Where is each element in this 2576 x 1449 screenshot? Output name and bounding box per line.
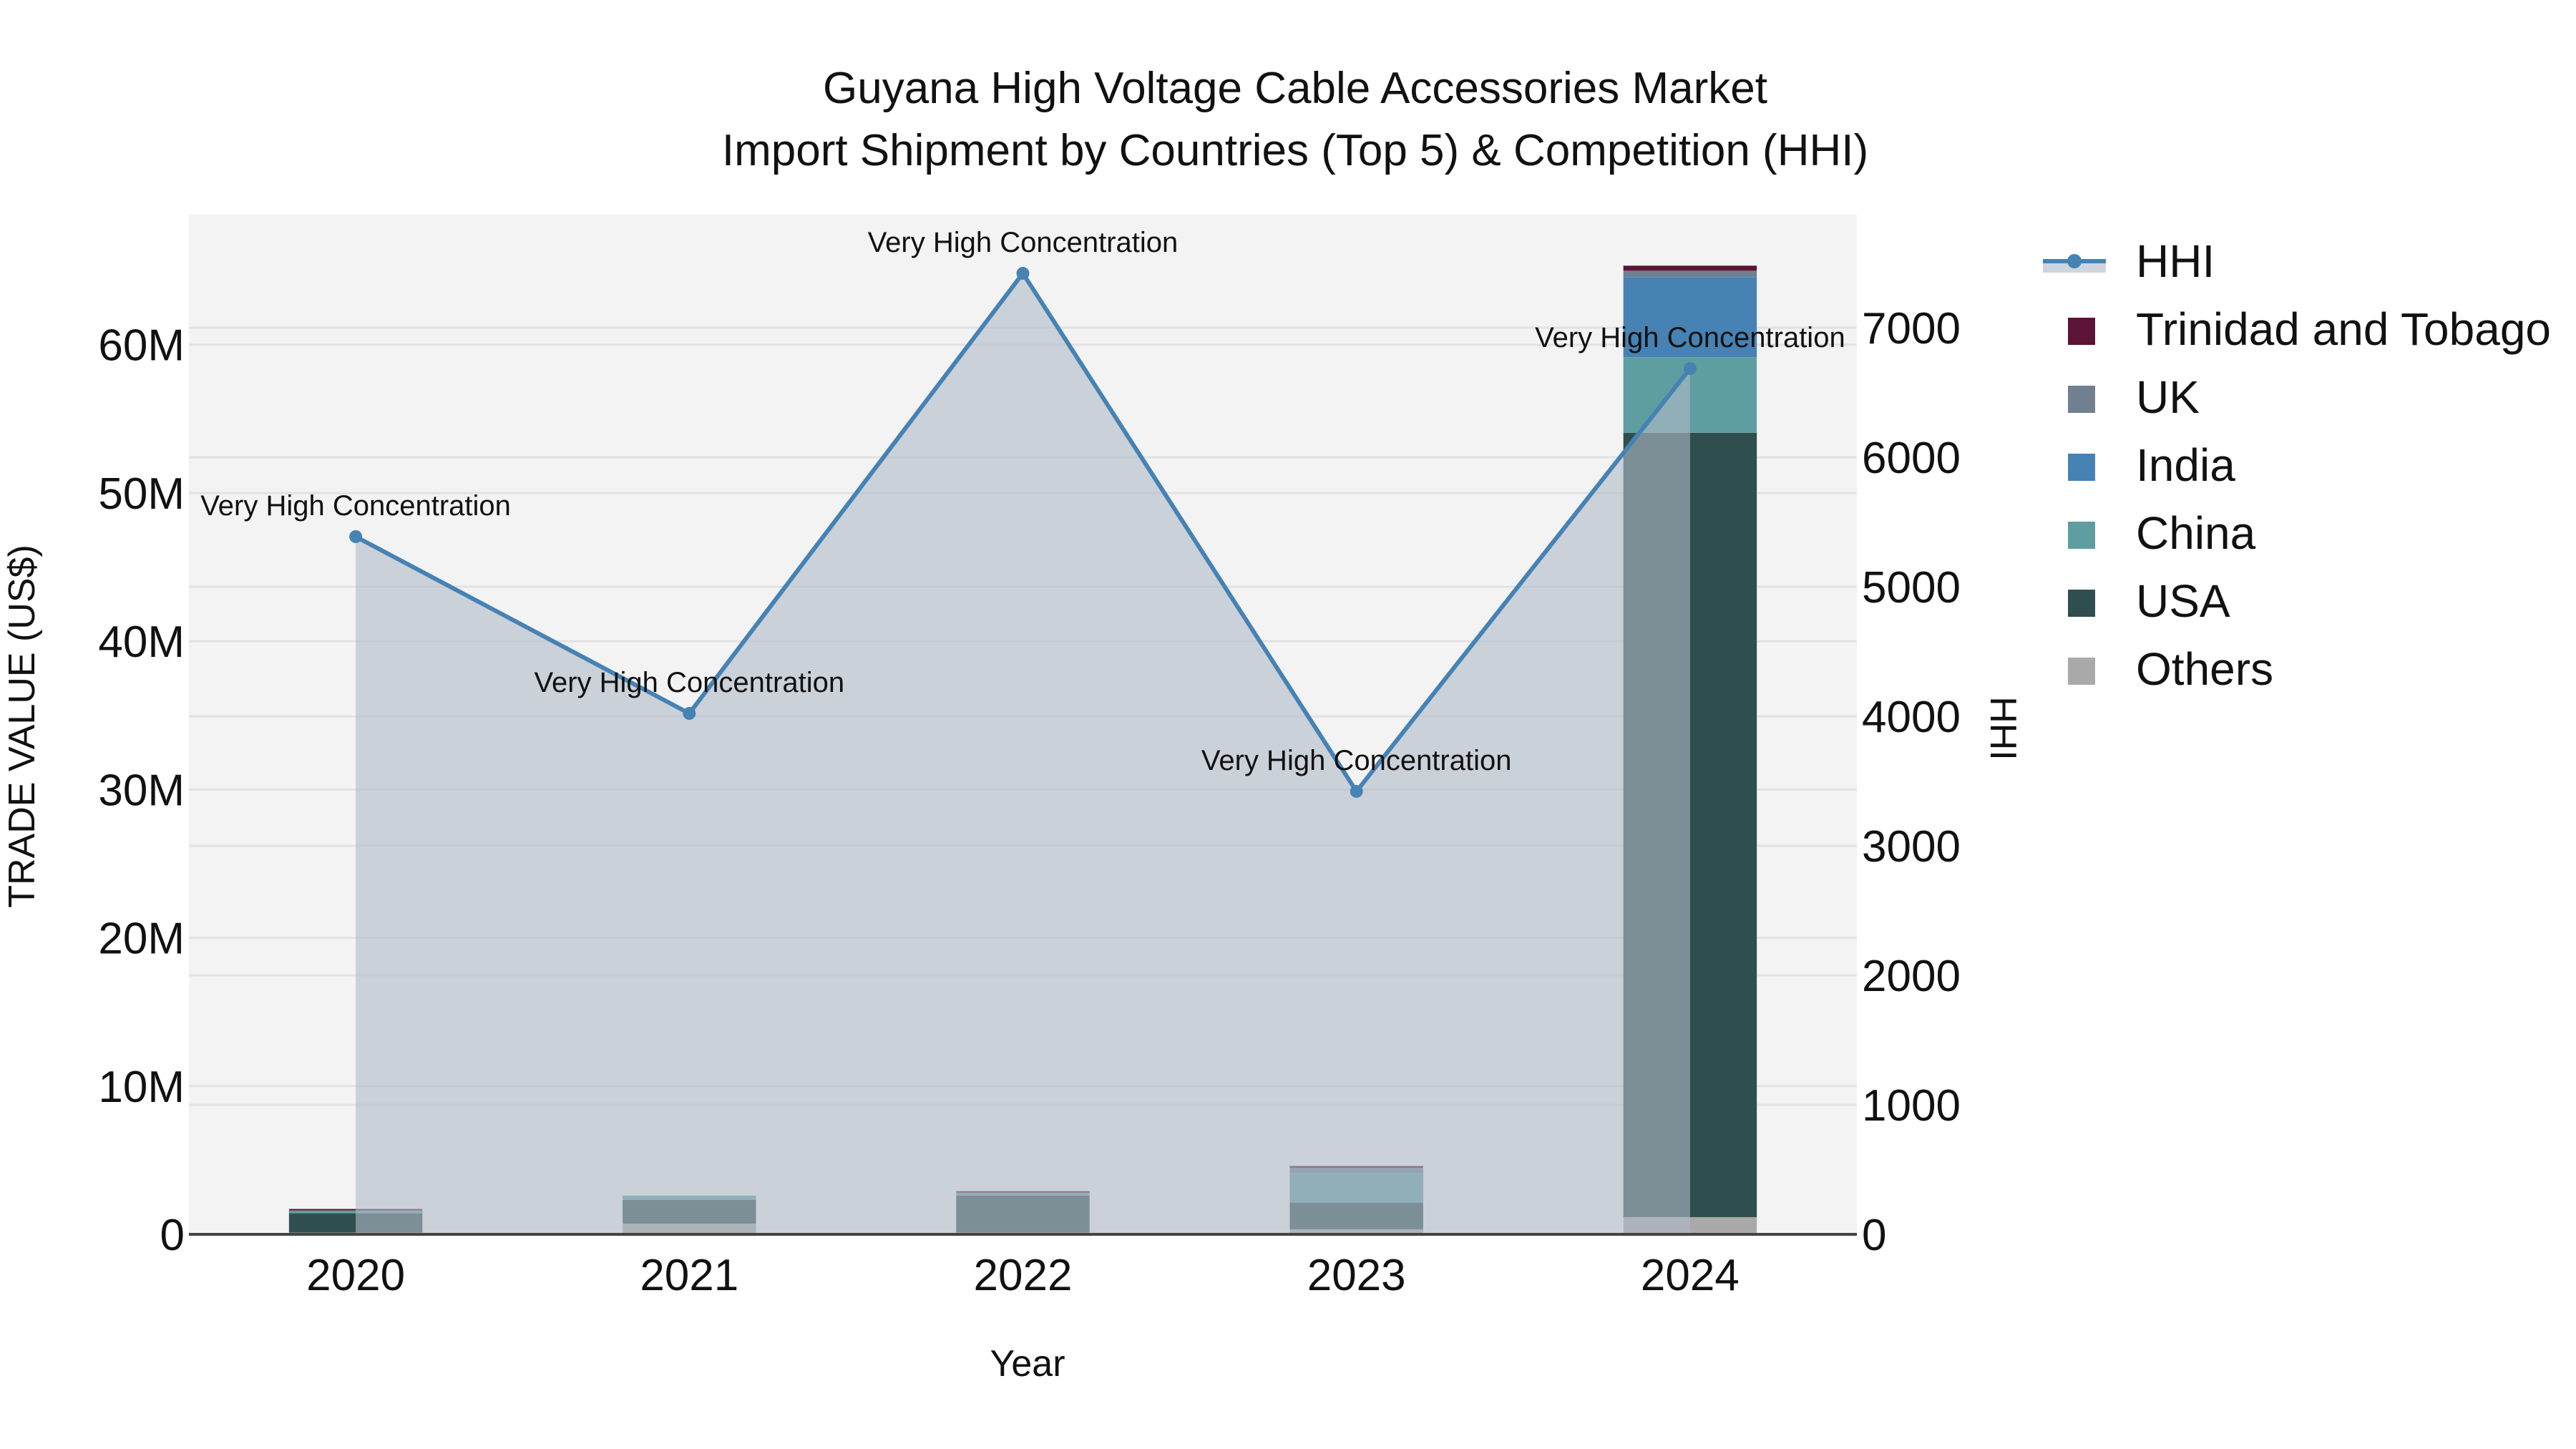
y-right-tick-label: 5000 (1862, 563, 1961, 613)
y-right-tick-label: 2000 (1862, 952, 1961, 1001)
y-left-tick-label: 60M (98, 321, 185, 371)
y-right-axis-ticks: 0 1000 2000 3000 4000 5000 6000 7000 (1862, 304, 1961, 1260)
y-left-tick-label: 50M (98, 469, 185, 519)
legend-label: China (2136, 507, 2256, 559)
y-right-tick-label: 1000 (1862, 1081, 1961, 1131)
color-swatch-icon (2043, 444, 2122, 487)
chart-title-line2: Import Shipment by Countries (Top 5) & C… (721, 126, 1869, 175)
legend-label: India (2136, 439, 2235, 491)
y-right-tick-label: 6000 (1862, 434, 1961, 483)
legend-item-hhi[interactable]: HHI (2043, 229, 2215, 293)
y-left-tick-label: 30M (98, 766, 185, 815)
color-swatch-icon (2043, 308, 2122, 351)
legend-label: UK (2136, 371, 2200, 423)
hhi-annotation: Very High Concentration (1201, 745, 1512, 776)
line-marker-icon (2043, 240, 2122, 283)
hhi-area (356, 273, 1690, 1235)
hhi-annotation: Very High Concentration (868, 227, 1179, 258)
color-swatch-icon (2043, 512, 2122, 555)
y-left-tick-label: 40M (98, 618, 185, 667)
hhi-annotation: Very High Concentration (535, 667, 845, 698)
hhi-marker[interactable] (349, 530, 363, 543)
hhi-marker[interactable] (1683, 362, 1697, 376)
legend-label: HHI (2136, 235, 2215, 287)
hhi-annotation: Very High Concentration (1535, 322, 1845, 353)
chart-title-line1: Guyana High Voltage Cable Accessories Ma… (823, 64, 1767, 113)
legend-item-uk[interactable]: UK (2043, 365, 2200, 429)
annotations: Very High Concentration Very High Concent… (200, 227, 1845, 776)
y-right-tick-label: 3000 (1862, 822, 1961, 872)
bar-segment-china[interactable] (288, 1210, 423, 1214)
x-tick-label: 2023 (1307, 1251, 1406, 1300)
legend-item-china[interactable]: China (2043, 501, 2255, 565)
legend-label: USA (2136, 575, 2230, 627)
color-swatch-icon (2043, 580, 2122, 623)
legend-item-india[interactable]: India (2043, 433, 2235, 497)
color-swatch-icon (2043, 648, 2122, 691)
x-tick-label: 2020 (306, 1251, 405, 1300)
x-axis-ticks: 2020 2021 2022 2023 2024 (306, 1251, 1740, 1300)
legend-item-trinidad-and-tobago[interactable]: Trinidad and Tobago (2043, 297, 2551, 361)
hhi-line (349, 266, 1697, 798)
y-right-tick-label: 0 (1862, 1211, 1886, 1260)
legend-label: Others (2136, 643, 2274, 695)
y-left-tick-label: 20M (98, 914, 185, 964)
bar-segment-india[interactable] (1623, 277, 1757, 358)
y-right-tick-label: 4000 (1862, 693, 1961, 742)
y-right-tick-label: 7000 (1862, 304, 1961, 353)
x-axis-title: Year (990, 1343, 1065, 1385)
hhi-area-fill (356, 273, 1690, 1235)
color-swatch-icon (2043, 376, 2122, 419)
hhi-marker[interactable] (683, 707, 696, 721)
y-left-axis-ticks: 0 10M 20M 30M 40M 50M 60M (98, 321, 185, 1260)
hhi-annotation: Very High Concentration (200, 490, 511, 522)
hhi-marker[interactable] (1350, 784, 1363, 798)
y-left-tick-label: 0 (160, 1211, 185, 1260)
legend-label: Trinidad and Tobago (2136, 303, 2551, 355)
y-right-axis-title: HHI (1982, 696, 2024, 761)
bar-segment-trinidad-and-tobago[interactable] (1623, 265, 1757, 271)
bar-segment-uk[interactable] (1623, 270, 1757, 278)
x-tick-label: 2024 (1641, 1251, 1740, 1300)
x-tick-label: 2021 (640, 1251, 738, 1300)
y-left-tick-label: 10M (98, 1063, 185, 1112)
x-tick-label: 2022 (974, 1251, 1073, 1300)
bar-segment-trinidad-and-tobago[interactable] (288, 1209, 423, 1211)
y-left-axis-title: TRADE VALUE (US$) (1, 545, 43, 908)
legend-item-usa[interactable]: USA (2043, 569, 2230, 633)
legend-item-others[interactable]: Others (2043, 637, 2273, 701)
hhi-marker[interactable] (1016, 266, 1030, 280)
